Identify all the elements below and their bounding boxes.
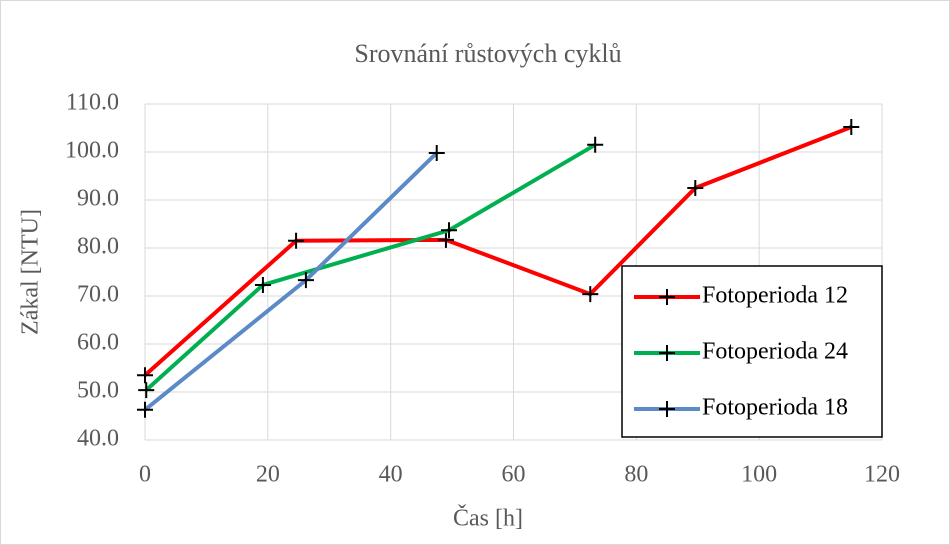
y-tick-label: 90.0 [77, 186, 119, 212]
data-point [441, 222, 458, 239]
data-point [843, 119, 860, 136]
series-line [144, 143, 597, 392]
data-point [428, 144, 445, 161]
y-tick-label: 100.0 [65, 138, 119, 164]
data-point [288, 232, 305, 249]
x-tick-label: 0 [139, 462, 151, 488]
legend-label: Fotoperioda 24 [702, 339, 848, 365]
data-point [582, 286, 599, 303]
data-point [254, 276, 271, 293]
y-tick-label: 70.0 [77, 282, 119, 308]
series-line [143, 125, 853, 377]
data-point [587, 136, 604, 153]
x-tick-label: 60 [502, 462, 526, 488]
x-tick-label: 100 [741, 462, 777, 488]
legend-marker [659, 289, 675, 305]
x-tick-label: 80 [624, 462, 648, 488]
data-point [138, 382, 155, 399]
data-point [137, 367, 153, 384]
x-tick-label: 120 [864, 462, 900, 488]
data-point [137, 401, 153, 418]
y-tick-label: 60.0 [77, 330, 119, 356]
y-tick-label: 40.0 [77, 426, 119, 452]
chart-title: Srovnání růstových cyklů [354, 39, 621, 68]
x-tick-label: 40 [379, 462, 403, 488]
legend-label: Fotoperioda 12 [702, 283, 848, 309]
y-tick-label: 80.0 [77, 234, 119, 260]
legend-label: Fotoperioda 18 [702, 395, 848, 421]
legend-marker [659, 345, 675, 361]
legend-marker [659, 401, 675, 417]
data-point [297, 272, 314, 289]
data-point [437, 231, 454, 248]
x-axis-title: Čas [h] [453, 505, 523, 532]
data-point [687, 180, 704, 196]
y-tick-label: 110.0 [66, 90, 119, 116]
y-tick-label: 50.0 [77, 378, 119, 404]
x-tick-label: 20 [256, 462, 280, 488]
y-axis-title: Zákal [NTU] [18, 209, 44, 335]
